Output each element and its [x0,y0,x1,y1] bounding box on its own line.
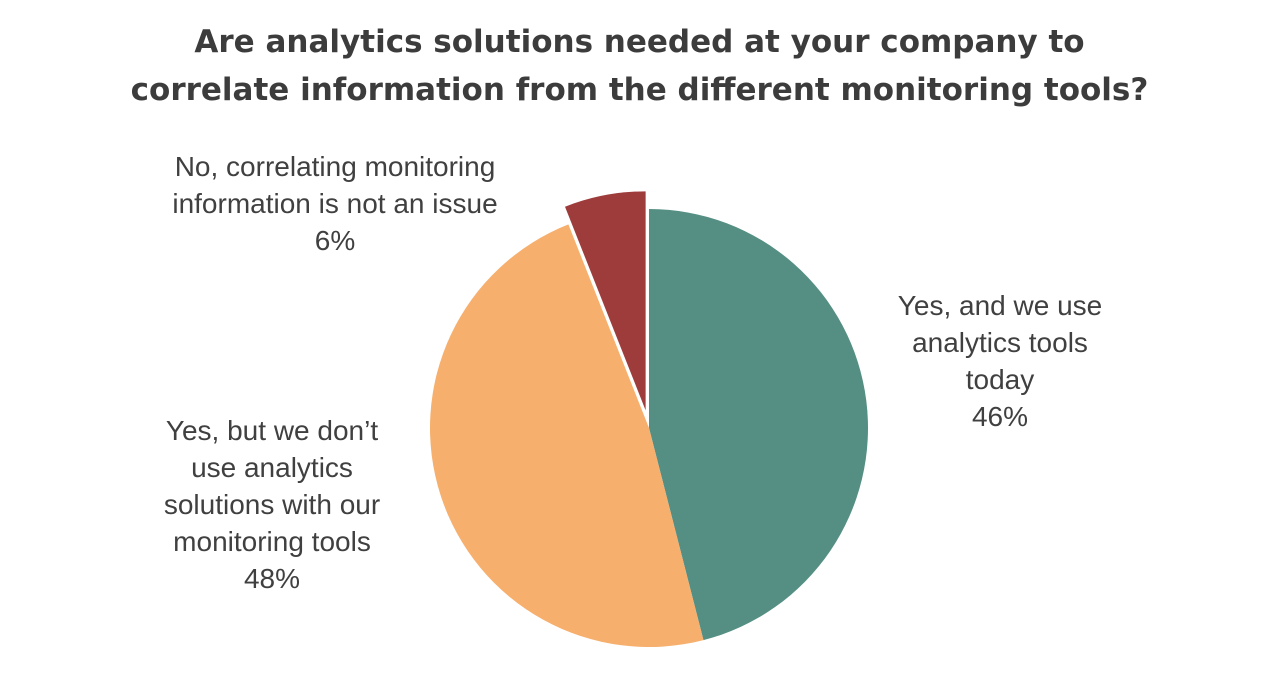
slice-value-label: 46% [971,401,1029,432]
slice-label-line: today [965,364,1035,395]
pie-slice-no-not-an-issue [565,191,646,411]
slice-label-no-not-an-issue: No, correlating monitoring information i… [120,148,550,259]
slice-label-line: use analytics [191,452,353,483]
slice-label-line: information is not an issue [172,188,498,219]
chart-title-line-2: correlate information from the different… [130,72,1149,108]
slice-value-label: 48% [243,563,301,594]
chart-title-line-1: Are analytics solutions needed at your c… [194,24,1085,60]
slice-label-line: No, correlating monitoring [174,151,496,182]
slice-label-line: Yes, and we use [897,290,1103,321]
chart-title: Are analytics solutions needed at your c… [0,18,1279,114]
slice-label-line: analytics tools [912,327,1088,358]
pie-slice-yes-using-analytics [649,209,868,641]
slice-label-line: Yes, but we don’t [165,415,379,446]
slice-label-line: monitoring tools [173,526,371,557]
pie-slice-yes-not-using-analytics [430,224,704,647]
slice-label-line: solutions with our [163,489,381,520]
slice-label-yes-using-analytics: Yes, and we use analytics tools today 46… [850,287,1150,435]
slice-label-yes-not-using-analytics: Yes, but we don’t use analytics solution… [112,412,432,597]
slice-value-label: 6% [314,225,356,256]
